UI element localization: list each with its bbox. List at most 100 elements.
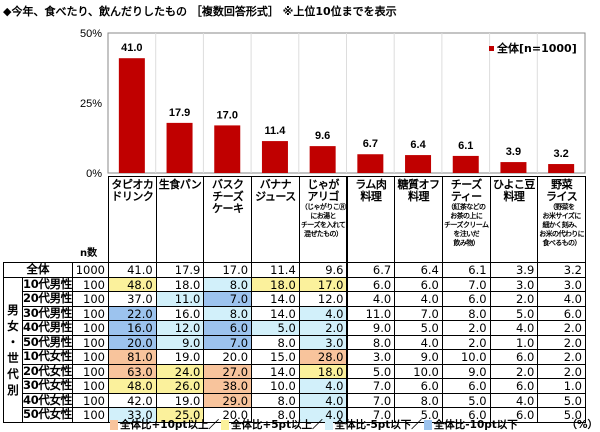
- chart-legend: 全体[n=1000]: [489, 40, 577, 56]
- table-cell: 6.0: [441, 291, 491, 307]
- table-cell: 6.0: [537, 305, 586, 321]
- table-cell: 15.0: [251, 349, 300, 365]
- table-cell: 7.0: [203, 291, 253, 307]
- bar: [357, 154, 384, 173]
- table-cell: 24.0: [155, 363, 205, 379]
- table-cell: 2.0: [298, 320, 348, 336]
- column-header-note: （じゃがりこⓇ: [300, 203, 346, 211]
- column-header: 糖質オフ 料理: [394, 176, 443, 262]
- table-cell: 6.0: [489, 378, 539, 394]
- row-label: 40代女性: [22, 392, 73, 408]
- table-cell: 18.0: [298, 363, 348, 379]
- column-header-note: チーズクリーム: [444, 221, 489, 229]
- table-cell: 16.0: [108, 320, 157, 336]
- table-cell: 38.0: [203, 378, 253, 394]
- row-label: 30代女性: [22, 378, 73, 394]
- table-cell: 22.0: [108, 305, 157, 321]
- column-header-label: バナナ: [259, 178, 292, 191]
- row-n: 100: [72, 363, 109, 379]
- row-n: 100: [72, 291, 109, 307]
- group-label: 男女・世代別: [3, 276, 23, 423]
- column-header: チーズ ティー （紅茶などの お茶の上に チーズクリーム を注いだ 飲み物）: [441, 176, 491, 262]
- column-header-note: を注いだ: [453, 230, 480, 238]
- table-cell: 4.0: [346, 291, 396, 307]
- table-cell: 7.0: [441, 276, 491, 292]
- color-swatch: [324, 420, 333, 430]
- row-label: 20代男性: [22, 291, 73, 307]
- data-label: 41.0: [121, 42, 142, 54]
- data-label: 6.1: [458, 140, 473, 152]
- column-header: じゃが アリゴ （じゃがりこⓇ にお湯と チーズを入れて 混ぜたもの）: [298, 176, 348, 262]
- column-header-note: （野菜を: [548, 203, 575, 211]
- table-cell: 8.0: [346, 334, 396, 350]
- table-cell: 6.0: [346, 276, 396, 292]
- table-cell: 6.0: [489, 407, 539, 423]
- table-cell: 5.0: [537, 392, 586, 408]
- column-header-label: 糖質オフ: [397, 178, 440, 191]
- table-cell: 9.0: [155, 334, 205, 350]
- column-header-note: お米の代わりに: [539, 230, 585, 238]
- table-cell: 2.0: [537, 363, 586, 379]
- column-header-label: アリゴ: [307, 190, 339, 203]
- bar: [166, 122, 193, 173]
- y-tick-label: 25%: [80, 98, 102, 110]
- table-cell: 8.0: [251, 334, 300, 350]
- table-cell: 26.0: [155, 378, 205, 394]
- column-header-label: ドリンク: [111, 190, 154, 203]
- table-cell: 14.0: [251, 305, 300, 321]
- table-cell: 14.0: [251, 291, 300, 307]
- table-cell: 5.0: [346, 363, 396, 379]
- table-cell: 4.0: [394, 291, 443, 307]
- table-cell: 12.0: [298, 291, 348, 307]
- column-header-label: チーズ: [212, 190, 244, 203]
- column-header: ラム肉 料理: [346, 176, 396, 262]
- table-cell: 5.0: [251, 320, 300, 336]
- total-cell: 3.2: [537, 262, 586, 278]
- column-header-note: 細かく刻み、: [542, 221, 581, 229]
- table-cell: 2.0: [489, 363, 539, 379]
- table-cell: 37.0: [108, 291, 157, 307]
- column-header: バナナ ジュース: [251, 176, 300, 262]
- table-cell: 4.0: [298, 378, 348, 394]
- color-legend-item: 全体比-5pt以下／: [324, 419, 422, 431]
- column-header-label: ひよこ豆: [492, 178, 535, 191]
- column-header-note: お米サイズに: [542, 212, 582, 220]
- table-cell: 9.0: [441, 363, 491, 379]
- data-label: 6.4: [410, 139, 426, 151]
- data-label: 11.4: [265, 125, 287, 137]
- n-total: 1000: [72, 262, 109, 278]
- column-header: バスク チーズ ケーキ: [203, 176, 253, 262]
- total-cell: 6.1: [441, 262, 491, 278]
- table-cell: 19.0: [155, 349, 205, 365]
- group-label-char: 別: [7, 382, 19, 397]
- color-legend-label: 全体比+10pt以上／: [120, 419, 219, 431]
- legend-label: 全体[n=1000]: [497, 42, 577, 55]
- group-label-char: 女: [7, 318, 19, 333]
- row-label: 10代女性: [22, 349, 73, 365]
- column-header: タピオカ ドリンク: [108, 176, 157, 262]
- column-header-label: チーズ: [450, 178, 482, 191]
- table-cell: 8.0: [441, 305, 491, 321]
- table-cell: 7.0: [346, 378, 396, 394]
- table-cell: 10.0: [441, 349, 491, 365]
- table-cell: 8.0: [203, 276, 253, 292]
- color-legend-item: 全体比+5pt以上／: [220, 419, 323, 431]
- table-cell: 48.0: [108, 276, 157, 292]
- bar: [500, 162, 527, 173]
- row-label: 50代男性: [22, 334, 73, 350]
- column-header-label: ケーキ: [211, 202, 244, 215]
- table-cell: 10.0: [394, 363, 443, 379]
- column-header-note: お茶の上に: [450, 212, 483, 220]
- row-n: 100: [72, 378, 109, 394]
- group-label-char: 男: [7, 302, 19, 317]
- table-cell: 3.0: [489, 276, 539, 292]
- row-label: 10代男性: [22, 276, 73, 292]
- table-cell: 18.0: [251, 276, 300, 292]
- table-cell: 5.0: [489, 305, 539, 321]
- color-swatch: [110, 420, 118, 430]
- y-tick-label: 50%: [80, 28, 102, 40]
- table-cell: 2.0: [441, 320, 491, 336]
- color-swatch: [220, 420, 229, 430]
- column-header: 野菜 ライス （野菜を お米サイズに 細かく刻み、 お米の代わりに 食べるもの）: [537, 176, 586, 262]
- table-cell: 5.0: [394, 320, 443, 336]
